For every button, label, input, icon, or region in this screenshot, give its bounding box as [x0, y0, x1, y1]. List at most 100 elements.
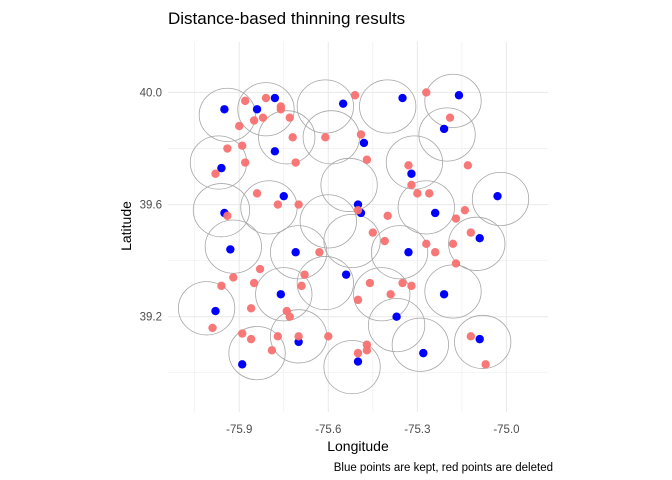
thinning-circle [323, 340, 381, 395]
deleted-point [430, 248, 440, 257]
deleted-point [238, 329, 247, 338]
thinning-circle [258, 110, 316, 165]
deleted-point [383, 211, 392, 220]
thinning-circle [296, 79, 354, 134]
deleted-point [451, 214, 461, 223]
deleted-point [466, 332, 476, 341]
deleted-point [240, 96, 250, 106]
deleted-point [425, 189, 434, 198]
deleted-point [324, 332, 333, 341]
deleted-point [235, 121, 244, 131]
deleted-point [445, 113, 455, 122]
thinning-circle [448, 216, 506, 271]
deleted-point [463, 161, 473, 170]
kept-point [475, 234, 484, 243]
deleted-point [353, 348, 363, 358]
deleted-point [217, 281, 226, 291]
deleted-point [300, 270, 309, 279]
kept-point [475, 334, 484, 344]
deleted-point [422, 239, 431, 249]
thinning-circle [471, 171, 530, 226]
x-tick-label: -75.6 [315, 424, 341, 436]
deleted-point [261, 93, 271, 103]
deleted-point [238, 141, 247, 150]
x-axis-ticks: -75.9 -75.6 -75.3 -75.0 [226, 424, 519, 436]
kept-point [338, 99, 348, 108]
deleted-point [362, 346, 372, 355]
deleted-point [223, 144, 232, 153]
deleted-point [315, 248, 324, 257]
deleted-point [386, 290, 395, 299]
deleted-point [353, 205, 363, 215]
kept-point [211, 306, 220, 316]
thinning-circle [296, 256, 354, 311]
y-tick-label: 39.6 [140, 200, 162, 212]
kept-point [341, 270, 351, 279]
y-axis-ticks: 39.2 39.6 40.0 [140, 87, 162, 323]
deleted-point [208, 323, 217, 333]
deleted-point [481, 360, 490, 369]
thinning-circle [237, 82, 295, 137]
deleted-point [229, 273, 238, 282]
deleted-point [362, 155, 372, 164]
x-tick-label: -75.9 [226, 424, 252, 436]
thinning-circle [177, 281, 236, 336]
deleted-point [380, 236, 389, 246]
kept-point [493, 191, 502, 201]
kept-point [392, 312, 401, 321]
kept-point [439, 124, 449, 134]
deleted-point [460, 205, 470, 215]
kept-point [220, 105, 229, 114]
deleted-point [422, 88, 431, 97]
deleted-point [258, 113, 268, 122]
thinning-circle [255, 267, 313, 322]
deleted-point [267, 346, 277, 355]
deleted-point [276, 105, 286, 114]
kept-point [270, 93, 280, 103]
deleted-point [252, 189, 262, 198]
deleted-point [413, 189, 422, 198]
y-axis-title: Latitude [118, 201, 134, 251]
y-tick-label: 39.2 [140, 312, 162, 324]
deleted-point [404, 161, 413, 170]
deleted-point [451, 259, 461, 268]
thinning-circle [192, 183, 251, 238]
kept-point [279, 191, 288, 201]
thinning-circle [397, 180, 455, 235]
deleted-point [255, 264, 265, 274]
kept-point [430, 208, 440, 218]
thinning-circle [353, 267, 411, 322]
deleted-point [240, 158, 250, 167]
kept-point [439, 290, 449, 299]
thinning-circle [228, 326, 286, 381]
deleted-point [353, 295, 363, 305]
deleted-point [211, 169, 220, 178]
thinning-circle [189, 135, 248, 190]
x-tick-label: -75.3 [404, 424, 430, 436]
deleted-point [407, 281, 416, 291]
deleted-point [350, 91, 360, 100]
thinning-circle [359, 79, 417, 134]
deleted-point [398, 278, 407, 288]
deleted-point [407, 180, 416, 190]
kept-point [404, 248, 413, 257]
thinning-circle [391, 317, 449, 372]
x-tick-label: -75.0 [493, 424, 519, 436]
deleted-point [448, 239, 458, 249]
deleted-point [273, 200, 283, 209]
thinning-circle [367, 298, 426, 353]
deleted-point [466, 228, 476, 237]
chart-title: Distance-based thinning results [168, 9, 405, 28]
thinning-circle [454, 314, 512, 369]
deleted-point [294, 332, 303, 341]
thinning-circle [424, 264, 482, 319]
deleted-point [356, 130, 366, 139]
deleted-point [365, 278, 375, 288]
deleted-point [288, 133, 297, 142]
kept-point [252, 105, 262, 114]
thinning-circles [177, 73, 530, 395]
deleted-point [249, 278, 259, 288]
deleted-point [291, 158, 300, 167]
thinning-circle [302, 110, 360, 165]
